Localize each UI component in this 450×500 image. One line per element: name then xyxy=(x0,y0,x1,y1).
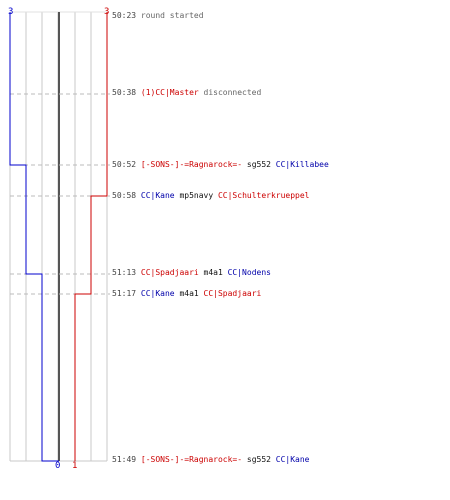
event-text: m4a1 xyxy=(198,268,228,277)
event-time: 50:38 xyxy=(112,88,141,97)
blue-top-count: 3 xyxy=(8,7,13,17)
event-time: 50:52 xyxy=(112,160,141,169)
event-text: CC|Spadjaari xyxy=(140,268,199,277)
event-row: 50:38 (1)CC|Master disconnected xyxy=(112,88,261,98)
event-text: (1)CC|Master xyxy=(140,88,199,97)
event-text: [-SONS-]-=Ragnarock=- xyxy=(140,160,243,169)
event-time: 50:58 xyxy=(112,191,141,200)
event-text: [-SONS-]-=Ragnarock=- xyxy=(140,455,243,464)
red-team-line xyxy=(74,12,108,461)
event-time: 51:49 xyxy=(112,455,141,464)
event-text: disconnected xyxy=(198,88,262,97)
event-text: mp5navy xyxy=(174,191,218,200)
event-row: 50:23 round started xyxy=(112,11,204,21)
event-text: sg552 xyxy=(242,160,276,169)
blue-team-line xyxy=(9,12,59,462)
event-text: CC|Schulterkrueppel xyxy=(217,191,310,200)
event-row: 51:13 CC|Spadjaari m4a1 CC|Nodens xyxy=(112,268,271,278)
event-text: round started xyxy=(140,11,204,20)
event-time: 51:17 xyxy=(112,289,141,298)
event-time: 51:13 xyxy=(112,268,141,277)
event-text: CC|Kane xyxy=(275,455,310,464)
event-row: 50:58 CC|Kane mp5navy CC|Schulterkrueppe… xyxy=(112,191,310,201)
blue-bottom-count: 0 xyxy=(55,461,60,471)
event-text: CC|Killabee xyxy=(275,160,329,169)
red-top-count: 3 xyxy=(104,7,109,17)
event-text: CC|Nodens xyxy=(227,268,271,277)
event-row: 51:17 CC|Kane m4a1 CC|Spadjaari xyxy=(112,289,261,299)
event-text: m4a1 xyxy=(174,289,204,298)
event-row: 50:52 [-SONS-]-=Ragnarock=- sg552 CC|Kil… xyxy=(112,160,329,170)
event-text: CC|Kane xyxy=(140,191,175,200)
event-text: sg552 xyxy=(242,455,276,464)
event-row: 51:49 [-SONS-]-=Ragnarock=- sg552 CC|Kan… xyxy=(112,455,310,465)
red-bottom-count: 1 xyxy=(72,461,77,471)
event-time: 50:23 xyxy=(112,11,141,20)
event-text: CC|Spadjaari xyxy=(203,289,262,298)
event-text: CC|Kane xyxy=(140,289,175,298)
